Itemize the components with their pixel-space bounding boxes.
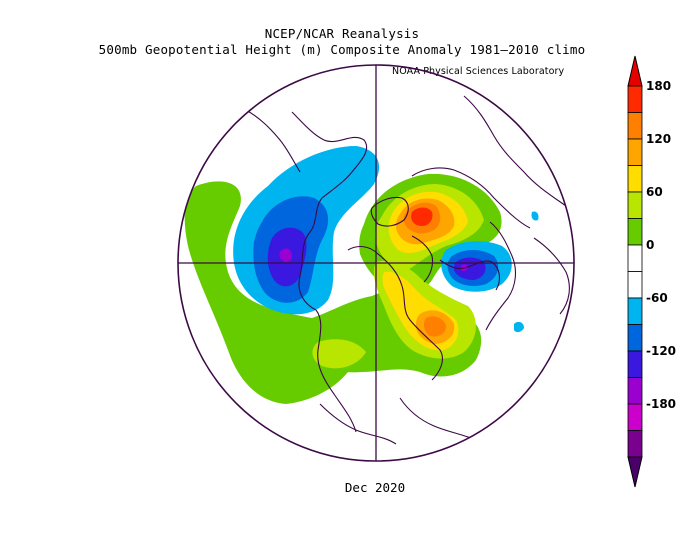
- colorbar-tick-label: -120: [646, 344, 676, 358]
- coastline: [411, 235, 434, 283]
- colorbar-tick-label: 60: [646, 185, 663, 199]
- coastline: [485, 221, 517, 331]
- coastline: [399, 397, 477, 441]
- coastline: [245, 109, 301, 173]
- coastline: [315, 309, 357, 433]
- anomaly-region: [514, 321, 524, 333]
- colorbar-bin: [627, 112, 643, 140]
- colorbar-bin: [627, 191, 643, 219]
- colorbar: 180 120 60 0 -60 -120 -180: [627, 55, 676, 488]
- colorbar-bin: [627, 377, 643, 405]
- map-border: [177, 64, 575, 462]
- anomaly-region: [531, 211, 539, 221]
- colorbar-tick-label: -60: [646, 291, 668, 305]
- coastline: [291, 111, 368, 311]
- anomaly-region: [279, 248, 292, 263]
- colorbar-bin: [627, 350, 643, 378]
- anomaly-field: [184, 146, 539, 404]
- date-label: Dec 2020: [344, 480, 406, 495]
- colorbar-tick-label: 180: [646, 79, 671, 93]
- colorbar-bin: [627, 430, 643, 458]
- anomaly-region: [423, 316, 446, 337]
- anomaly-region: [411, 207, 433, 226]
- colorbar-bin: [627, 271, 643, 299]
- coastline: [370, 196, 409, 227]
- coastline: [319, 403, 397, 445]
- colorbar-tick-label: -180: [646, 397, 676, 411]
- colorbar-tick-label: 0: [646, 238, 654, 252]
- colorbar-tick-label: 120: [646, 132, 671, 146]
- colorbar-top-arrow: [627, 55, 643, 87]
- colorbar-bin: [627, 324, 643, 352]
- title-line-2: 500mb Geopotential Height (m) Composite …: [98, 42, 586, 57]
- colorbar-bin: [627, 403, 643, 431]
- colorbar-bin: [627, 165, 643, 193]
- colorbar-bin: [627, 138, 643, 166]
- colorbar-bin: [627, 297, 643, 325]
- colorbar-bin: [627, 218, 643, 246]
- anomaly-region: [312, 339, 366, 369]
- coastline: [463, 95, 567, 207]
- title-line-1: NCEP/NCAR Reanalysis: [264, 26, 420, 41]
- colorbar-bin: [627, 85, 643, 113]
- colorbar-bottom-arrow: [627, 456, 643, 488]
- credit-label: NOAA Physical Sciences Laboratory: [392, 66, 565, 77]
- colorbar-bin: [627, 244, 643, 272]
- coastline: [411, 167, 531, 229]
- coastline: [533, 237, 570, 315]
